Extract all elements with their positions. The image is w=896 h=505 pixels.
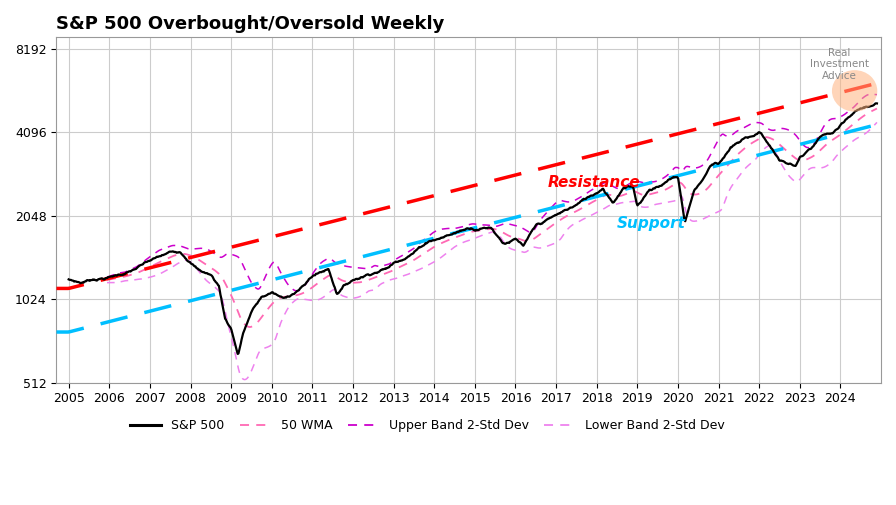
Text: Real
Investment
Advice: Real Investment Advice	[810, 47, 868, 81]
Text: S&P 500 Overbought/Oversold Weekly: S&P 500 Overbought/Oversold Weekly	[56, 15, 444, 33]
Ellipse shape	[832, 70, 877, 112]
Text: Support: Support	[617, 216, 685, 231]
Text: Resistance: Resistance	[548, 175, 641, 190]
Legend: S&P 500, 50 WMA, Upper Band 2-Std Dev, Lower Band 2-Std Dev: S&P 500, 50 WMA, Upper Band 2-Std Dev, L…	[125, 414, 730, 437]
